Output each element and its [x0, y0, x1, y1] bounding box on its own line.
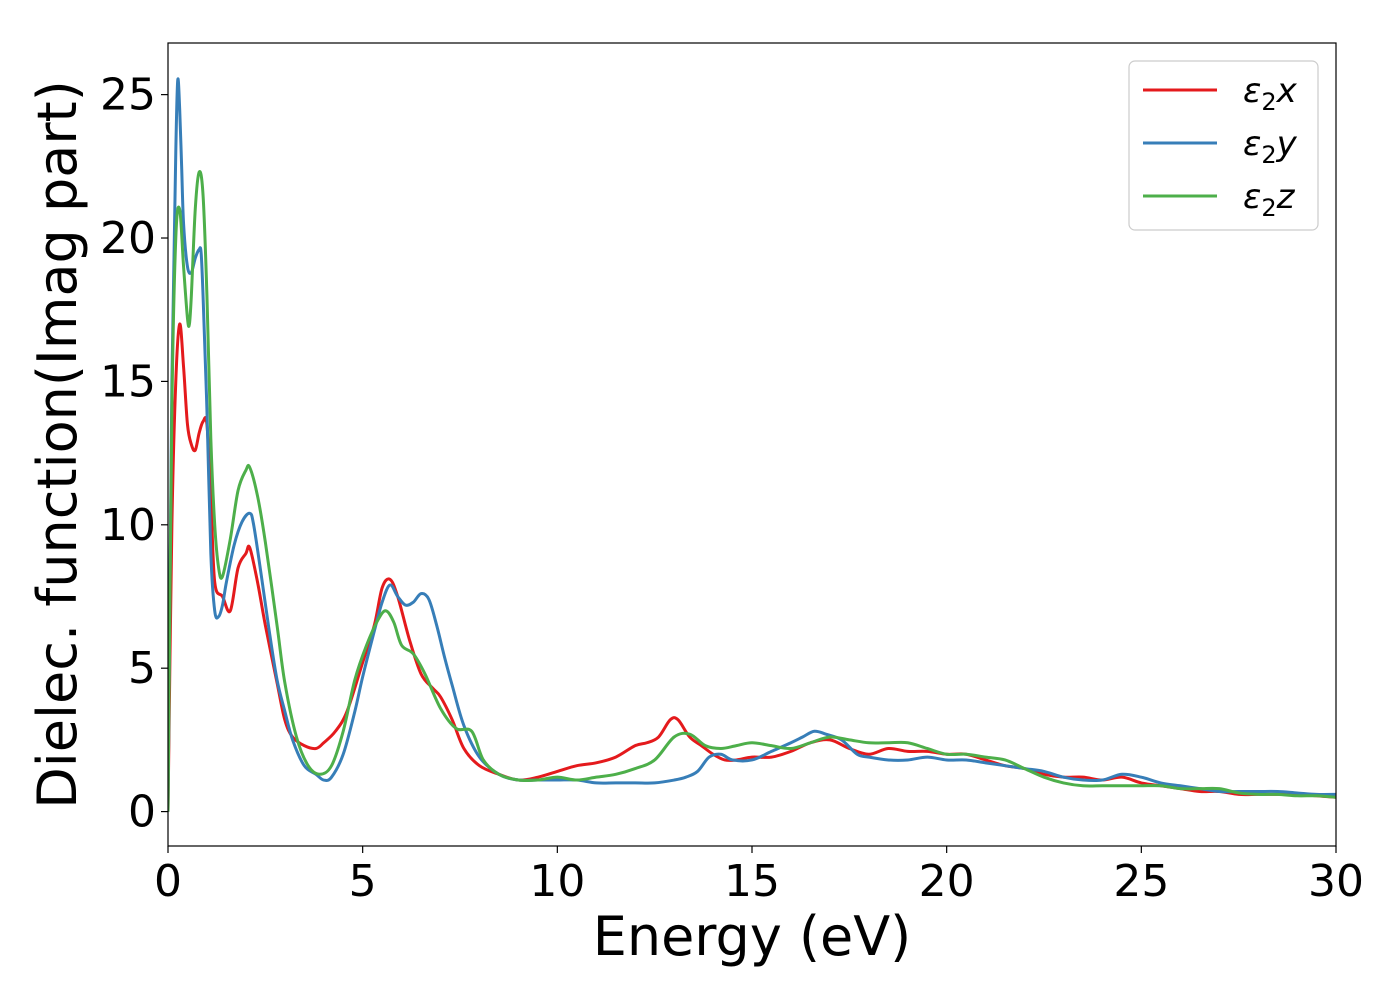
x-axis-ticks: 0 5 10 15 20 25 30	[154, 846, 1364, 907]
x-tick-label: 10	[529, 856, 585, 907]
legend-box	[1128, 60, 1319, 231]
x-tick-label: 5	[349, 856, 377, 907]
y-axis-ticks: 0 5 10 15 20 25	[100, 70, 168, 838]
legend: ε2x ε2y ε2z	[1128, 60, 1319, 231]
series-line-z	[168, 170, 1336, 812]
legend-entry-label: ε2y	[1243, 124, 1298, 169]
y-tick-label: 25	[100, 70, 156, 121]
y-tick-label: 10	[100, 500, 156, 551]
y-tick-label: 0	[128, 787, 156, 838]
legend-entry-label: ε2z	[1243, 177, 1296, 222]
y-tick-label: 5	[128, 643, 156, 694]
x-tick-label: 0	[154, 856, 182, 907]
y-tick-label: 15	[100, 356, 156, 407]
x-tick-label: 20	[919, 856, 975, 907]
series-lines	[168, 77, 1336, 812]
x-tick-label: 15	[724, 856, 780, 907]
x-tick-label: 25	[1113, 856, 1169, 907]
series-line-y	[168, 77, 1336, 812]
x-tick-label: 30	[1308, 856, 1364, 907]
legend-entry-label: ε2x	[1243, 71, 1298, 116]
y-axis-label: Dielec. function(Imag part)	[26, 80, 89, 809]
y-tick-label: 20	[100, 213, 156, 264]
x-axis-label: Energy (eV)	[593, 905, 912, 968]
